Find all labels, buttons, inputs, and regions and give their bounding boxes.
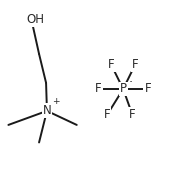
Text: N: N (43, 104, 51, 117)
Text: F: F (144, 82, 151, 96)
Text: F: F (104, 108, 110, 121)
Text: F: F (95, 82, 102, 96)
Text: ·: · (129, 76, 133, 89)
Text: F: F (129, 108, 136, 121)
Text: P: P (120, 82, 127, 96)
Text: F: F (132, 58, 138, 71)
Text: F: F (108, 58, 115, 71)
Text: OH: OH (27, 13, 44, 26)
Text: +: + (52, 97, 60, 106)
